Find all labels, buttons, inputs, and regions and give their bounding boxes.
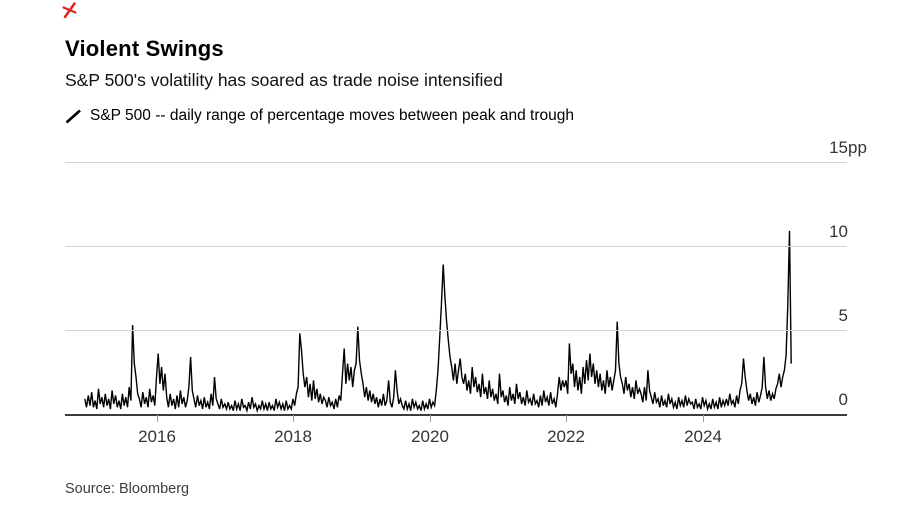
y-axis-label-5: 5 — [838, 306, 848, 325]
y-axis-unit-suffix: pp — [848, 138, 867, 157]
legend-series-label: S&P 500 -- daily range of percentage mov… — [90, 107, 574, 124]
y-axis-label-10: 10 — [829, 222, 848, 241]
x-axis-tick-2020 — [430, 415, 431, 422]
x-axis-label-2016: 2016 — [138, 427, 176, 446]
diagonal-slash-icon — [65, 109, 81, 123]
x-axis-label-2024: 2024 — [684, 427, 722, 446]
chart-subtitle: S&P 500's volatility has soared as trade… — [65, 70, 503, 90]
x-axis-label-2018: 2018 — [274, 427, 312, 446]
x-axis-tick-2018 — [293, 415, 294, 422]
gridline-y15 — [65, 162, 847, 163]
gridline-y5 — [65, 330, 847, 331]
y-axis-label-15: 15 pp — [829, 138, 867, 157]
chart-legend: S&P 500 -- daily range of percentage mov… — [65, 107, 574, 125]
x-axis-tick-2024 — [703, 415, 704, 422]
red-annotation-mark — [62, 2, 77, 19]
x-axis-label-2020: 2020 — [411, 427, 449, 446]
x-axis-tick-2022 — [566, 415, 567, 422]
x-axis-tick-2016 — [157, 415, 158, 422]
y-axis-label-0: 0 — [838, 390, 848, 409]
x-axis-label-2022: 2022 — [547, 427, 585, 446]
chart-title: Violent Swings — [65, 36, 224, 61]
x-axis-baseline — [65, 414, 847, 416]
source-credit: Source: Bloomberg — [65, 481, 190, 497]
gridline-y10 — [65, 246, 847, 247]
